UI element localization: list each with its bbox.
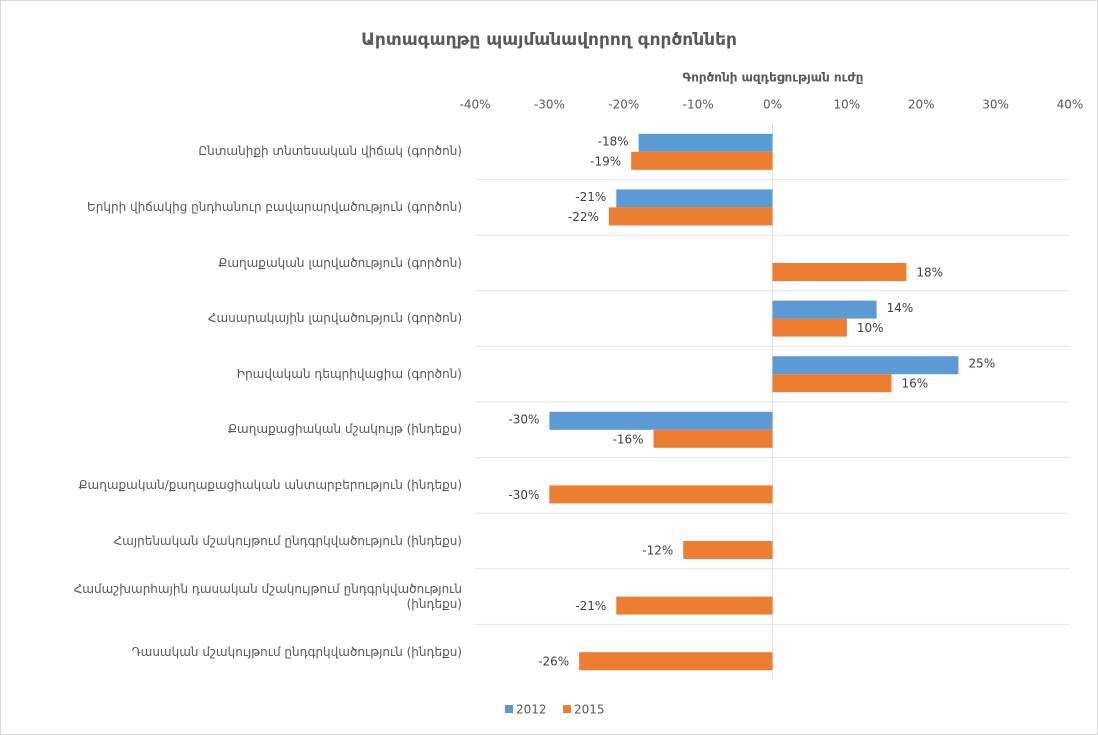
legend-label: 2012 [516, 703, 547, 717]
y-tick-label: Քաղաքական/քաղաքացիական անտարբերություն (… [78, 477, 462, 492]
value-label: -30% [508, 488, 539, 502]
value-label: 25% [968, 357, 995, 371]
legend-label: 2015 [574, 703, 605, 717]
y-tick-label: Դասական մշակույթում ընդգրկվածություն (ին… [131, 644, 462, 659]
bar [772, 356, 959, 375]
bar [683, 541, 773, 559]
x-tick-label: -40% [459, 98, 490, 112]
bar [772, 374, 892, 393]
x-tick-label: 10% [834, 98, 861, 112]
bar [549, 411, 773, 430]
x-tick-label: 0% [763, 98, 782, 112]
x-tick-label: 20% [908, 98, 935, 112]
x-tick-label: -10% [683, 98, 714, 112]
value-label: -19% [590, 154, 621, 168]
axis-title: Գործոնի ազդեցության ուժը [682, 71, 863, 85]
bar [549, 485, 773, 504]
value-label: -22% [568, 210, 599, 224]
y-tick-label: Հայրենական մշակույթում ընդգրկվածություն … [113, 533, 462, 548]
bar [772, 318, 847, 337]
y-tick-label: Իրավական դեպրիվացիա (գործոն) [236, 366, 462, 381]
y-tick-label: Երկրի վիճակից ընդհանուր բավարարվածությու… [87, 199, 462, 214]
value-label: 14% [887, 301, 914, 315]
value-label: -12% [642, 544, 673, 558]
value-label: -18% [598, 134, 629, 148]
bar [638, 133, 773, 152]
x-tick-label: -20% [608, 98, 639, 112]
y-tick-label: Հասարակային լարվածություն (գործոն) [207, 311, 462, 326]
value-label: 16% [902, 377, 929, 391]
x-tick-label: 40% [1057, 98, 1084, 112]
bar [772, 300, 877, 319]
x-tick-label: -30% [534, 98, 565, 112]
y-tick-label: Ընտանիքի տնտեսական վիճակ (գործոն) [198, 144, 462, 159]
value-label: 10% [857, 321, 884, 335]
chart-title: Արտագաղթը պայմանավորող գործոններ [361, 30, 737, 50]
value-label: 18% [916, 266, 943, 280]
value-label: -21% [575, 190, 606, 204]
value-label: -26% [538, 655, 569, 669]
y-tick-label: Համաշխարհային դասական մշակույթում ընդգրկ… [73, 581, 462, 611]
legend-swatch [563, 705, 571, 713]
y-tick-label: Քաղաքական լարվածություն (գործոն) [218, 255, 462, 270]
y-tick-label: Քաղաքացիական մշակույթ (ինդեքս) [227, 422, 462, 437]
bar [608, 207, 773, 226]
bar [653, 429, 773, 448]
bar [616, 596, 773, 615]
value-label: -30% [508, 412, 539, 426]
legend-swatch [505, 705, 513, 713]
x-tick-label: 30% [982, 98, 1009, 112]
value-label: -21% [575, 599, 606, 613]
bar [579, 652, 773, 671]
bar [772, 263, 907, 281]
value-label: -16% [612, 432, 643, 446]
bar [631, 151, 773, 170]
bar [616, 189, 773, 208]
